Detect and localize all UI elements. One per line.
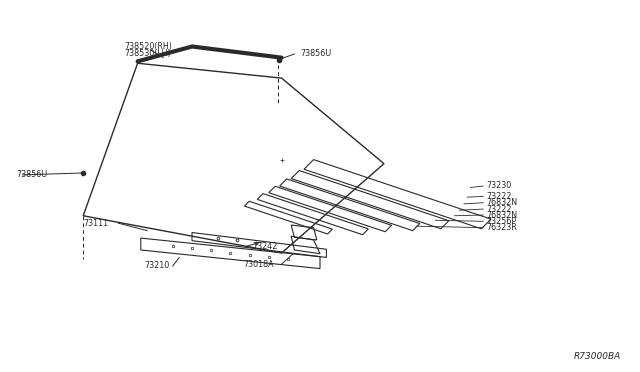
Text: 73256P: 73256P bbox=[486, 217, 516, 226]
Text: 73230: 73230 bbox=[486, 182, 511, 190]
Text: 76323R: 76323R bbox=[486, 223, 517, 232]
Text: 73210: 73210 bbox=[144, 262, 169, 270]
Text: 73222: 73222 bbox=[486, 192, 512, 201]
Text: 738530(LH): 738530(LH) bbox=[125, 49, 172, 58]
Text: 76832N: 76832N bbox=[486, 211, 518, 219]
Text: 73111: 73111 bbox=[83, 219, 108, 228]
Text: 76832N: 76832N bbox=[486, 198, 518, 207]
Text: 73222: 73222 bbox=[486, 205, 512, 214]
Text: 73242: 73242 bbox=[253, 242, 278, 251]
Text: 738520(RH): 738520(RH) bbox=[125, 42, 173, 51]
Text: R73000BA: R73000BA bbox=[573, 352, 621, 361]
Text: 73856U: 73856U bbox=[301, 49, 332, 58]
Text: 73856U: 73856U bbox=[16, 170, 47, 179]
Text: 73018A: 73018A bbox=[243, 260, 274, 269]
